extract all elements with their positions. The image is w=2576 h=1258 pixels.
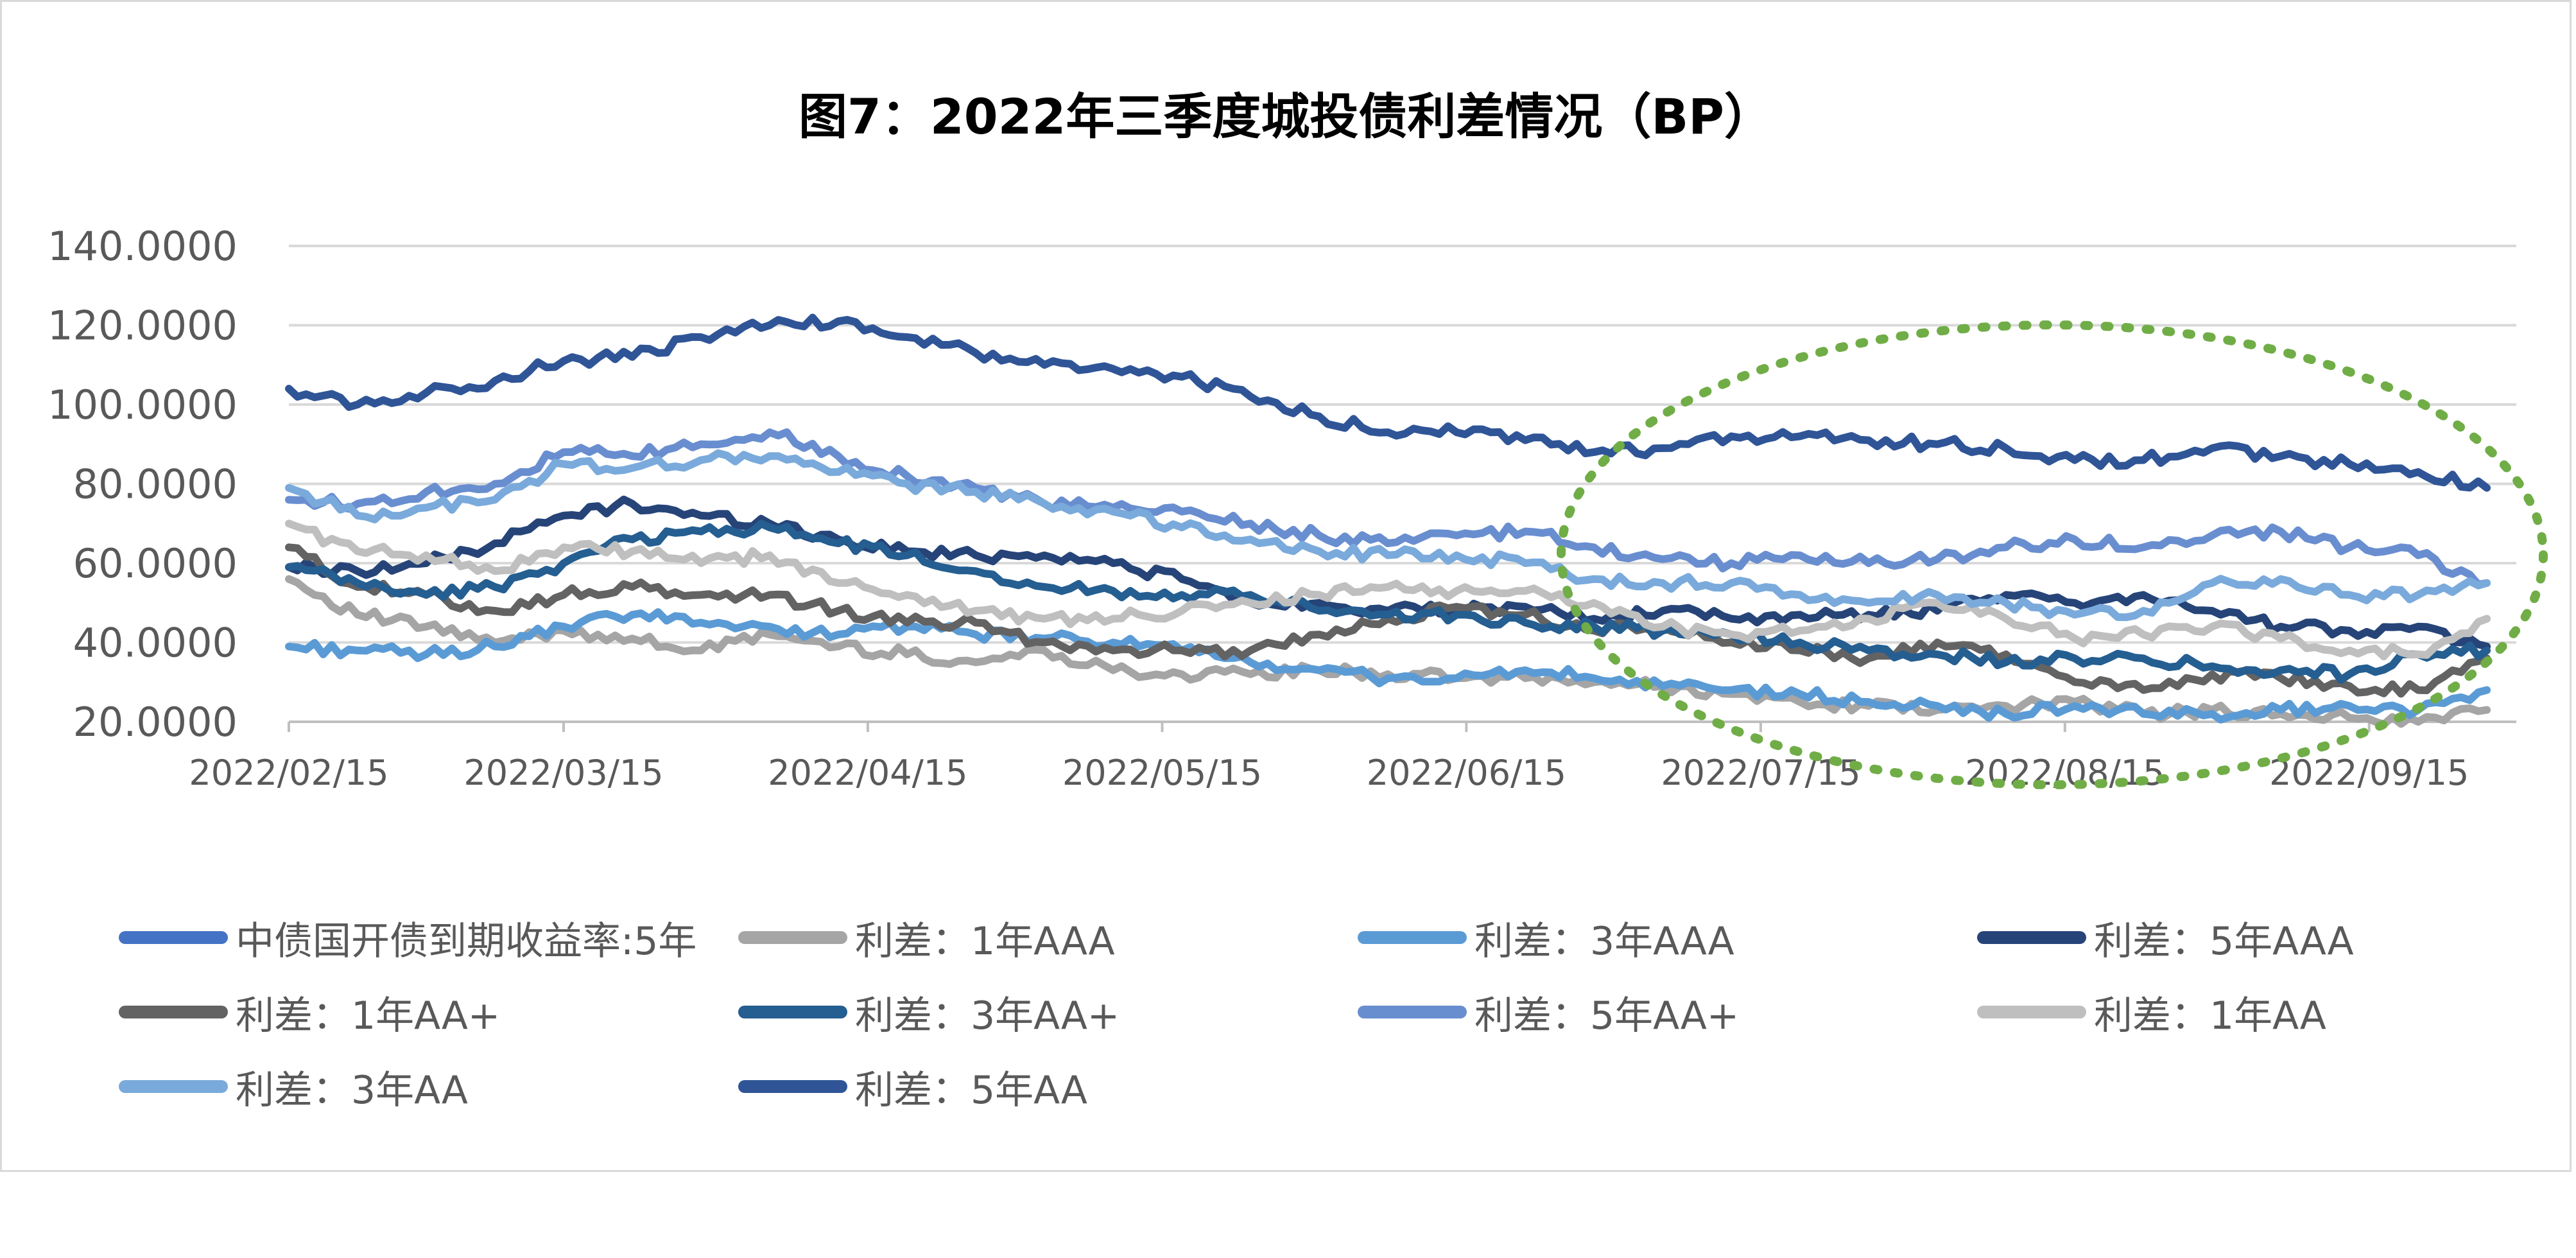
legend-swatch — [738, 931, 847, 944]
legend-item: 利差：3年AA — [119, 1061, 468, 1113]
legend-swatch — [1358, 1006, 1467, 1018]
series-line — [285, 543, 2491, 698]
legend-item: 利差：1年AA+ — [119, 986, 500, 1038]
legend-label: 利差：1年AAA — [855, 918, 1115, 964]
legend-item: 利差：1年AA — [1977, 986, 2326, 1038]
series-line — [285, 520, 2491, 661]
legend-item: 利差：3年AAA — [1358, 912, 1734, 964]
legend-label: 利差：5年AA+ — [1474, 993, 1740, 1038]
legend-item: 利差：5年AA+ — [1358, 986, 1739, 1038]
x-tick-label: 2022/04/15 — [768, 753, 967, 793]
legend-item: 利差：5年AA — [738, 1061, 1087, 1113]
x-tick-label: 2022/06/15 — [1367, 753, 1566, 793]
legend-swatch — [119, 1080, 228, 1093]
chart-title: 图7：2022年三季度城投债利差情况（BP） — [798, 88, 1774, 145]
legend-item: 利差：5年AAA — [1977, 912, 2354, 964]
y-tick-label: 20.0000 — [73, 699, 238, 746]
x-tick-label: 2022/05/15 — [1062, 753, 1262, 793]
series-line — [285, 428, 2491, 589]
x-tick-label: 2022/03/15 — [463, 753, 663, 793]
series-line — [285, 608, 2491, 724]
legend-label: 利差：1年AA+ — [236, 993, 501, 1038]
legend-swatch — [119, 1006, 228, 1018]
legend-label: 利差：3年AA+ — [855, 993, 1120, 1038]
legend-label: 利差：5年AAA — [2094, 918, 2354, 964]
legend-item: 中债国开债到期收益率:5年 — [119, 912, 697, 964]
y-tick-label: 120.0000 — [48, 302, 238, 349]
series-line — [285, 495, 2491, 651]
series-line — [285, 313, 2491, 492]
y-tick-label: 60.0000 — [73, 540, 238, 587]
legend-swatch — [1977, 1006, 2086, 1018]
series-line — [285, 520, 2491, 684]
legend-swatch — [1358, 931, 1467, 944]
legend-label: 利差：3年AA — [236, 1067, 468, 1113]
x-tick-label: 2022/09/15 — [2269, 753, 2469, 793]
legend-label: 中债国开债到期收益率:5年 — [236, 918, 697, 964]
highlight-ellipse — [1557, 320, 2548, 789]
chart-frame — [0, 0, 2572, 1172]
legend-item: 利差：3年AA+ — [738, 986, 1119, 1038]
x-tick-label: 2022/07/15 — [1661, 753, 1860, 793]
series-line — [285, 449, 2491, 622]
legend-swatch — [738, 1006, 847, 1018]
legend-swatch — [1977, 931, 2086, 944]
legend-label: 利差：1年AA — [2094, 993, 2326, 1038]
legend-label: 利差：5年AA — [855, 1067, 1087, 1113]
y-tick-label: 140.0000 — [48, 223, 238, 270]
y-tick-label: 100.0000 — [48, 381, 238, 428]
legend-swatch — [738, 1080, 847, 1093]
legend-label: 利差：3年AAA — [1474, 918, 1734, 964]
legend-swatch — [119, 931, 228, 944]
legend-item: 利差：1年AAA — [738, 912, 1115, 964]
x-tick-label: 2022/02/15 — [189, 753, 388, 793]
y-tick-label: 80.0000 — [73, 461, 238, 508]
y-tick-label: 40.0000 — [73, 620, 238, 667]
